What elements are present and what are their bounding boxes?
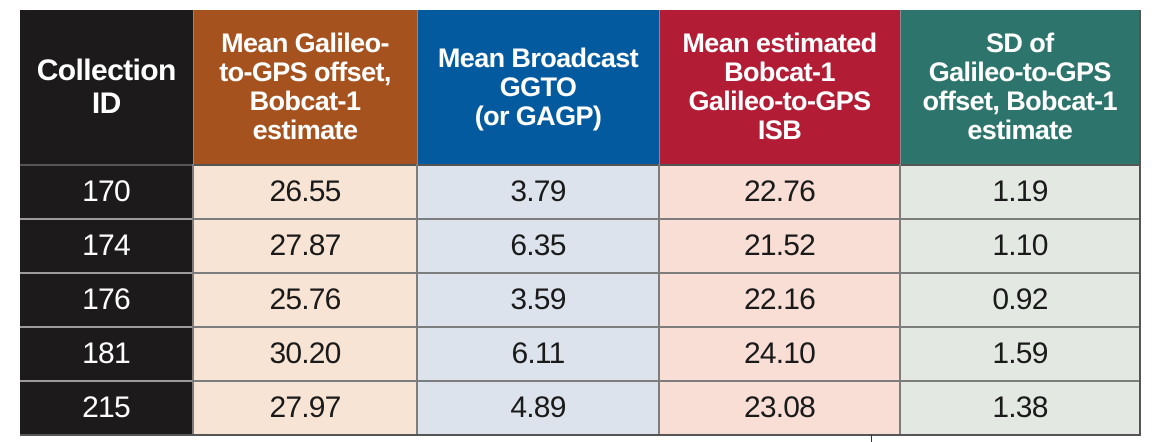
table-row: 176 25.76 3.59 22.16 0.92 (20, 272, 1141, 327)
cell-sd-offset: 1.19 (900, 164, 1141, 219)
cell-collection-id: 176 (20, 272, 194, 327)
header-line: to-GPS offset, (219, 57, 391, 87)
header-row: Collection ID Mean Galileo- to-GPS offse… (20, 10, 1141, 165)
header-line: ID (91, 87, 121, 120)
table-row: 215 27.97 4.89 23.08 1.38 (20, 380, 1141, 436)
header-line: GGTO (499, 71, 577, 102)
cell-mean-offset: 26.55 (193, 164, 418, 219)
header-line: estimate (967, 115, 1073, 145)
header-line: Galileo-to-GPS (688, 86, 871, 116)
header-line: Mean Galileo- (221, 28, 389, 58)
header-line: estimate (252, 115, 358, 145)
cell-broadcast-ggto: 6.35 (417, 218, 660, 273)
cell-broadcast-ggto: 6.11 (417, 326, 660, 381)
cell-mean-isb: 24.10 (659, 326, 901, 381)
page-tick-mark (871, 435, 872, 442)
header-line: Galileo-to-GPS (928, 57, 1112, 87)
cell-sd-offset: 0.92 (900, 272, 1141, 327)
cell-mean-offset: 27.87 (193, 218, 418, 273)
header-collection-id: Collection ID (20, 10, 194, 165)
data-table: Collection ID Mean Galileo- to-GPS offse… (20, 10, 1141, 436)
header-line: offset, Bobcat-1 (922, 86, 1118, 116)
header-line: ISB (757, 115, 802, 145)
cell-collection-id: 215 (20, 380, 194, 436)
cell-mean-offset: 30.20 (193, 326, 418, 381)
header-line: (or GAGP) (474, 100, 602, 131)
header-line: Mean Broadcast (437, 42, 639, 73)
cell-mean-isb: 22.16 (659, 272, 901, 327)
header-line: SD of (986, 28, 1054, 58)
cell-mean-offset: 27.97 (193, 380, 418, 436)
cell-mean-offset: 25.76 (193, 272, 418, 327)
cell-sd-offset: 1.59 (900, 326, 1141, 381)
cell-collection-id: 170 (20, 164, 194, 219)
cell-mean-isb: 21.52 (659, 218, 901, 273)
header-broadcast-ggto: Mean Broadcast GGTO (or GAGP) (417, 10, 660, 165)
header-line: Bobcat-1 (724, 57, 835, 87)
cell-collection-id: 174 (20, 218, 194, 273)
header-sd-offset: SD of Galileo-to-GPS offset, Bobcat-1 es… (900, 10, 1141, 165)
header-line: Collection (36, 54, 177, 87)
cell-collection-id: 181 (20, 326, 194, 381)
header-mean-offset: Mean Galileo- to-GPS offset, Bobcat-1 es… (193, 10, 418, 165)
cell-sd-offset: 1.10 (900, 218, 1141, 273)
table-row: 170 26.55 3.79 22.76 1.19 (20, 164, 1141, 219)
header-mean-isb: Mean estimated Bobcat-1 Galileo-to-GPS I… (659, 10, 901, 165)
cell-broadcast-ggto: 3.79 (417, 164, 660, 219)
header-line: Bobcat-1 (249, 86, 361, 116)
cell-mean-isb: 22.76 (659, 164, 901, 219)
cell-broadcast-ggto: 4.89 (417, 380, 660, 436)
cell-sd-offset: 1.38 (900, 380, 1141, 436)
cell-broadcast-ggto: 3.59 (417, 272, 660, 327)
header-line: Mean estimated (682, 28, 877, 58)
table-row: 174 27.87 6.35 21.52 1.10 (20, 218, 1141, 273)
cell-mean-isb: 23.08 (659, 380, 901, 436)
table-row: 181 30.20 6.11 24.10 1.59 (20, 326, 1141, 381)
